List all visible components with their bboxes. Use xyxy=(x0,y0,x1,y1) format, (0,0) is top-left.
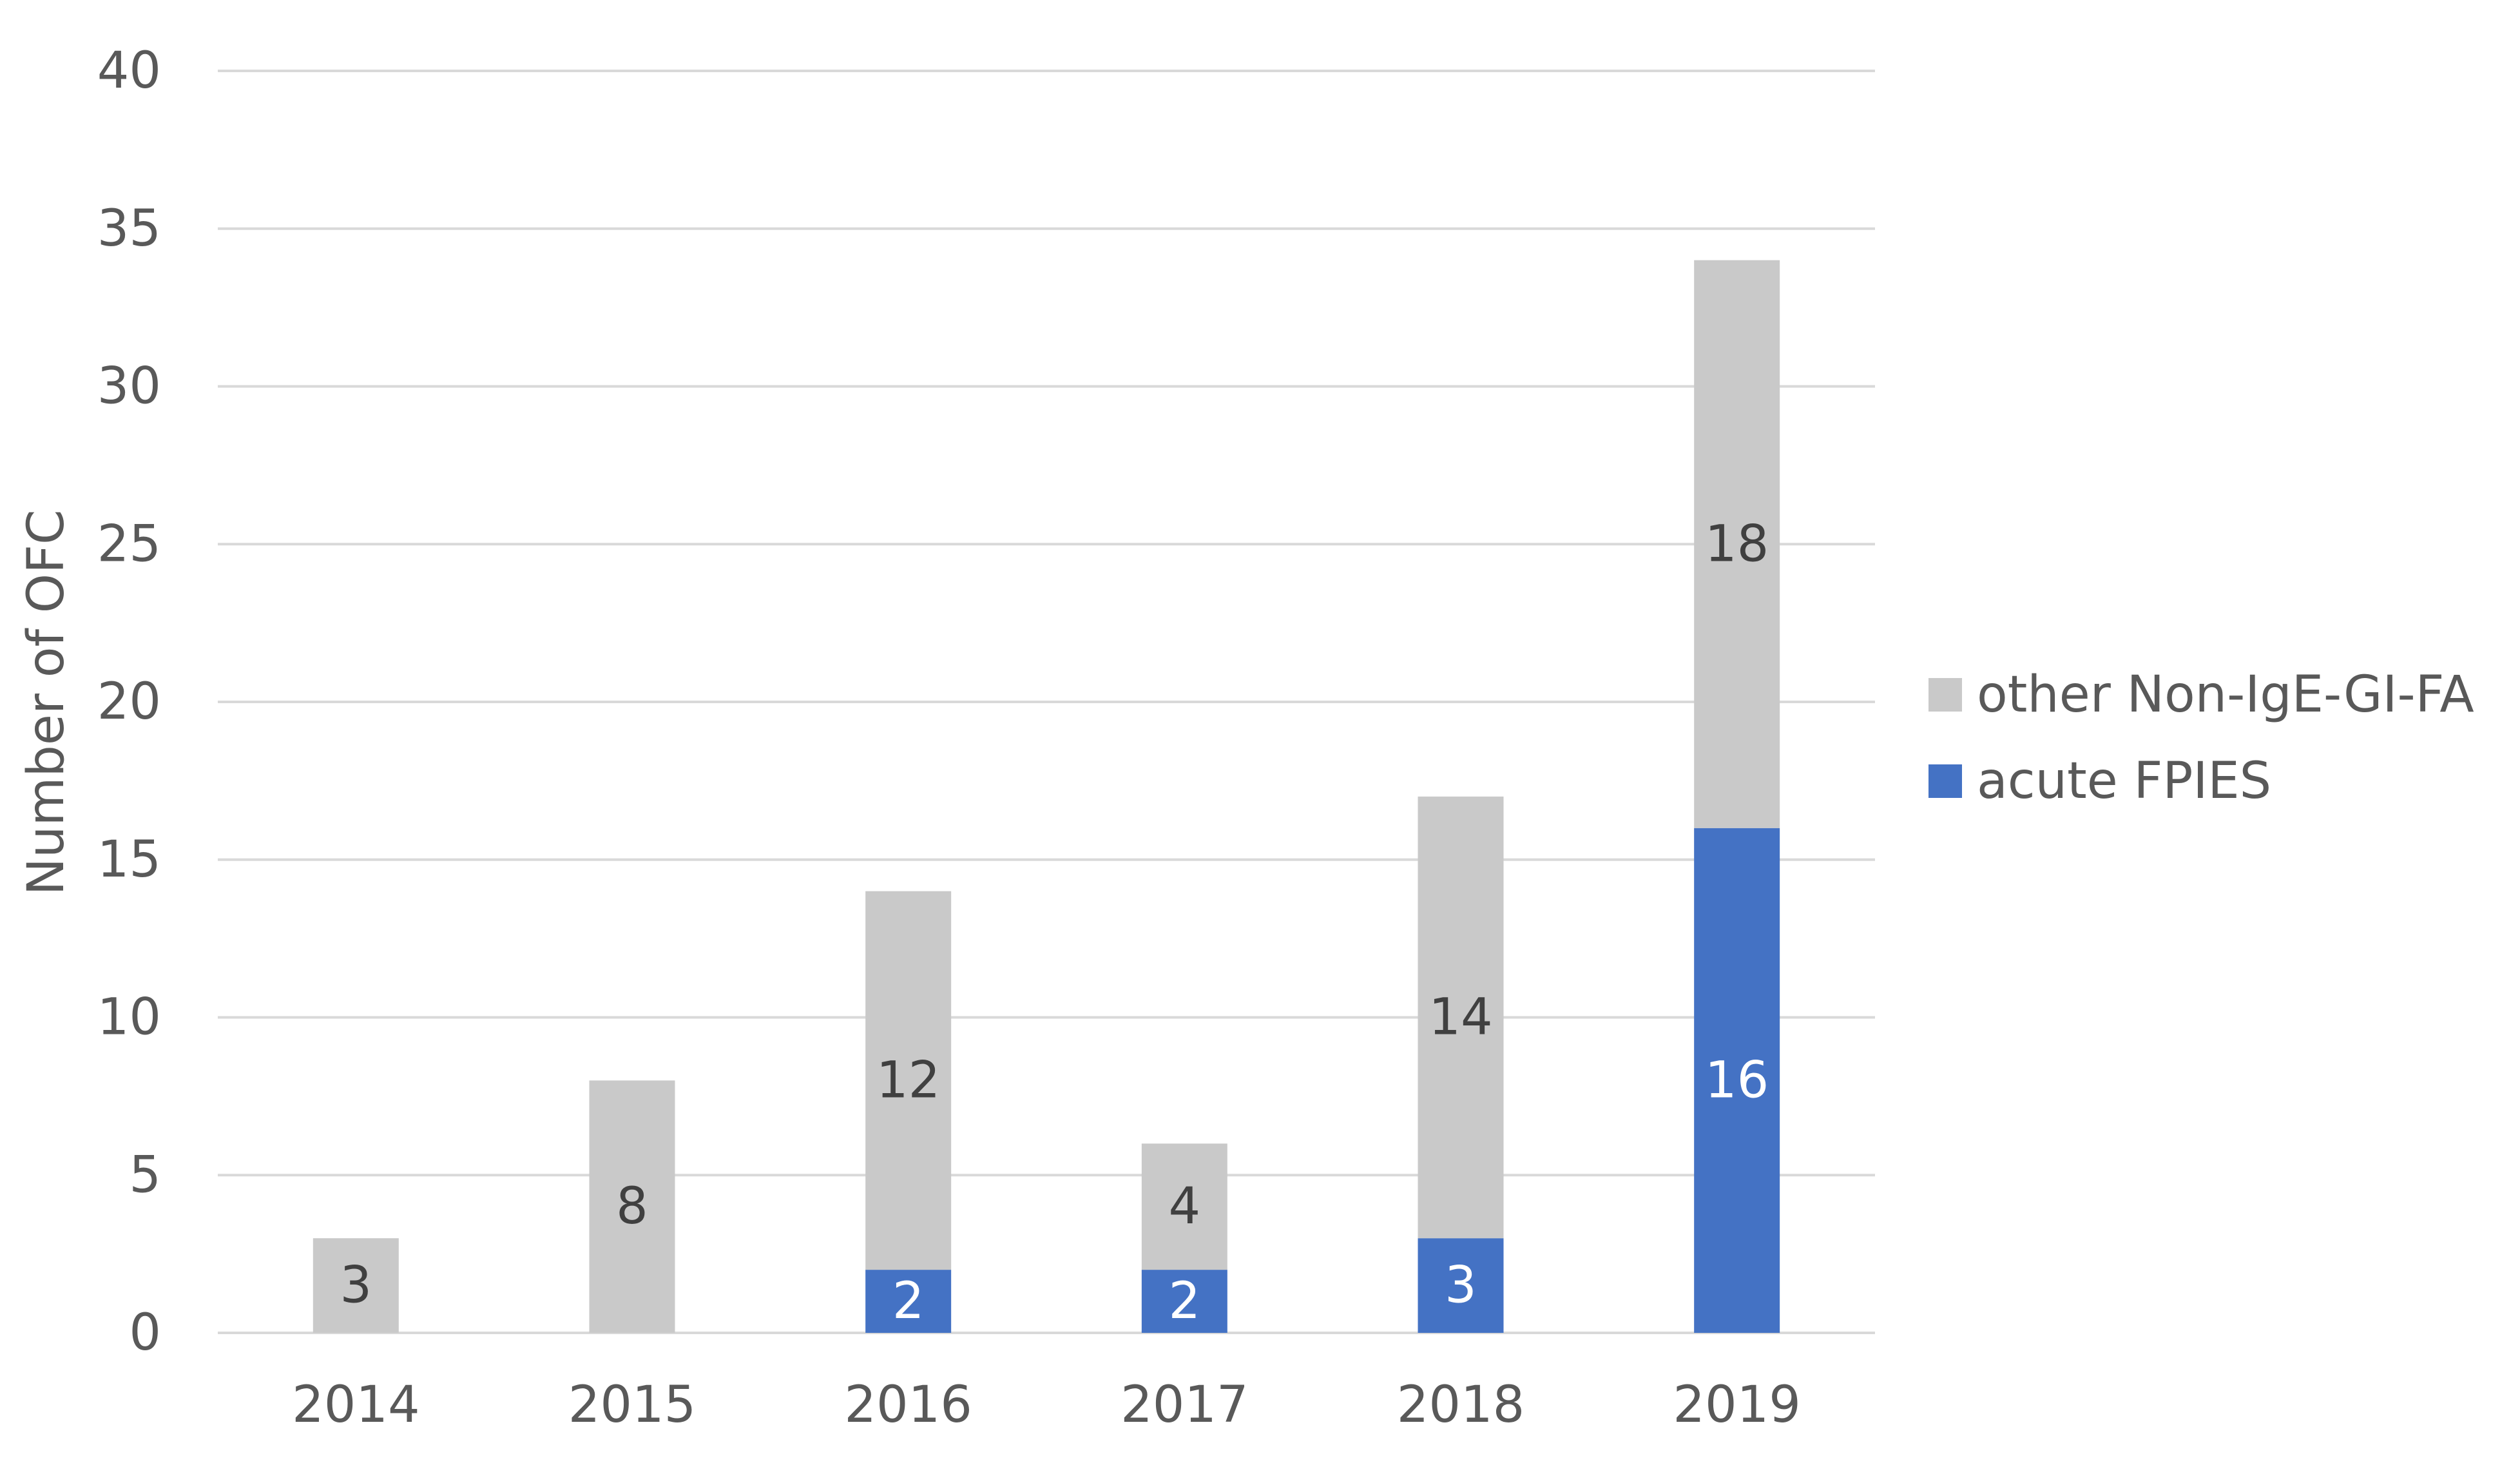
y-tick-label: 15 xyxy=(97,831,161,889)
x-tick-label: 2015 xyxy=(568,1376,697,1434)
data-label: 3 xyxy=(1445,1257,1477,1315)
y-tick-label: 20 xyxy=(97,673,161,731)
bar-segment xyxy=(1418,796,1504,1239)
bar-segment xyxy=(1694,828,1780,1333)
x-tick-label: 2016 xyxy=(844,1376,972,1434)
data-label: 16 xyxy=(1705,1051,1769,1109)
bar-segment xyxy=(1141,1270,1227,1333)
data-label: 12 xyxy=(876,1051,940,1109)
y-tick-label: 25 xyxy=(97,515,161,573)
y-tick-label: 10 xyxy=(97,989,161,1047)
gridlines xyxy=(218,70,1875,1334)
data-label: 4 xyxy=(1169,1178,1201,1236)
data-label: 18 xyxy=(1705,515,1769,573)
bar-segment xyxy=(1141,1143,1227,1270)
data-label: 2 xyxy=(892,1272,925,1330)
bar-segment xyxy=(865,1270,952,1333)
x-tick-label: 2019 xyxy=(1673,1376,1801,1434)
x-tick-label: 2014 xyxy=(292,1376,420,1434)
y-tick-label: 0 xyxy=(129,1304,161,1362)
x-axis-tick-labels: 2014 2015 2016 2017 2018 2019 xyxy=(292,1376,1801,1434)
legend-swatch xyxy=(1928,764,1962,798)
bar-segment xyxy=(1694,260,1780,828)
x-tick-label: 2017 xyxy=(1121,1376,1249,1434)
legend: other Non-IgE-GI-FA acute FPIES xyxy=(1928,666,2474,810)
y-tick-label: 5 xyxy=(129,1146,161,1204)
y-axis-tick-labels: 0 5 10 15 20 25 30 35 40 xyxy=(97,42,161,1362)
bars: 3 8 2 12 2 4 3 14 16 18 xyxy=(313,260,1780,1333)
bar-segment xyxy=(313,1238,399,1333)
data-label: 2 xyxy=(1169,1272,1201,1330)
legend-label: acute FPIES xyxy=(1977,752,2271,810)
legend-swatch xyxy=(1928,678,1962,712)
y-tick-label: 35 xyxy=(97,200,161,258)
bar-segment xyxy=(1418,1238,1504,1333)
legend-label: other Non-IgE-GI-FA xyxy=(1977,666,2474,724)
y-tick-label: 40 xyxy=(97,42,161,100)
y-axis-title: Number of OFC xyxy=(17,510,75,896)
data-label: 3 xyxy=(340,1257,372,1315)
bar-segment xyxy=(865,891,952,1270)
x-tick-label: 2018 xyxy=(1397,1376,1525,1434)
bar-segment xyxy=(589,1080,675,1333)
data-label: 8 xyxy=(616,1178,648,1236)
data-label: 14 xyxy=(1428,989,1492,1047)
y-tick-label: 30 xyxy=(97,358,161,416)
